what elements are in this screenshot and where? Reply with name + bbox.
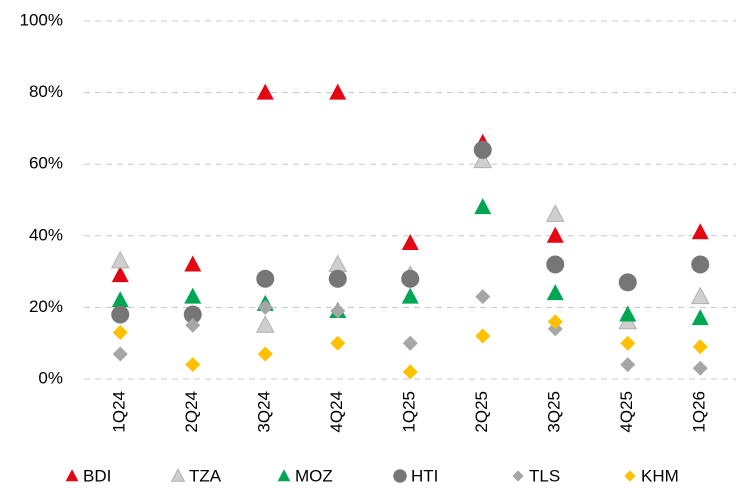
point — [256, 83, 274, 100]
x-tick-label: 3Q24 — [255, 391, 274, 433]
legend-label: MOZ — [295, 466, 333, 485]
legend-symbol — [624, 470, 636, 482]
legend-symbol — [170, 468, 186, 482]
point — [691, 309, 709, 326]
legend-symbol — [393, 469, 407, 483]
y-tick-label: 60% — [29, 154, 63, 173]
point — [547, 314, 563, 330]
legend-symbol — [277, 469, 291, 482]
y-tick-label: 100% — [20, 10, 63, 29]
point — [111, 266, 129, 283]
legend-label: BDI — [83, 466, 111, 485]
point — [111, 291, 129, 308]
point — [112, 324, 128, 340]
y-tick-label: 20% — [29, 297, 63, 316]
point — [620, 357, 636, 373]
point — [690, 286, 710, 305]
point — [330, 303, 346, 319]
point — [546, 255, 565, 274]
point — [110, 250, 130, 269]
y-tick-label: 40% — [29, 225, 63, 244]
point — [328, 254, 348, 272]
point — [329, 83, 347, 100]
point — [401, 269, 420, 288]
point — [691, 255, 710, 274]
point — [183, 305, 202, 324]
point — [185, 317, 201, 333]
legend-label: KHM — [641, 466, 679, 485]
point — [473, 150, 493, 169]
point — [184, 255, 202, 272]
point — [402, 364, 418, 380]
x-tick-label: 2Q24 — [182, 391, 201, 433]
point — [256, 269, 275, 288]
y-tick-label: 80% — [29, 82, 63, 101]
legend-label: TLS — [529, 466, 560, 485]
point — [401, 287, 419, 304]
point — [692, 339, 708, 355]
x-tick-label: 3Q25 — [545, 391, 564, 433]
legend-symbol — [512, 470, 524, 482]
x-tick-label: 1Q24 — [110, 391, 129, 433]
x-tick-label: 1Q26 — [690, 391, 709, 433]
point — [185, 357, 201, 373]
point — [620, 335, 636, 351]
point — [474, 198, 492, 215]
legend-label: HTI — [411, 466, 438, 485]
point — [255, 315, 275, 333]
x-tick-label: 4Q25 — [617, 391, 636, 433]
point — [112, 346, 128, 362]
point — [546, 226, 564, 243]
x-tick-label: 4Q24 — [327, 391, 346, 433]
point — [184, 287, 202, 304]
point — [257, 346, 273, 362]
point — [328, 269, 347, 288]
point — [475, 328, 491, 344]
point — [619, 305, 637, 322]
point — [692, 360, 708, 376]
point — [401, 233, 419, 250]
y-tick-label: 0% — [38, 368, 63, 387]
point — [545, 204, 565, 222]
point — [257, 299, 273, 315]
point — [473, 140, 492, 159]
x-tick-label: 1Q25 — [400, 391, 419, 433]
point — [546, 284, 564, 301]
x-tick-label: 2Q25 — [472, 391, 491, 433]
point — [402, 335, 418, 351]
point — [111, 305, 130, 324]
point — [475, 289, 491, 305]
legend-label: TZA — [189, 466, 222, 485]
point — [330, 335, 346, 351]
point — [691, 223, 709, 240]
point — [618, 273, 637, 292]
legend-symbol — [65, 469, 79, 482]
